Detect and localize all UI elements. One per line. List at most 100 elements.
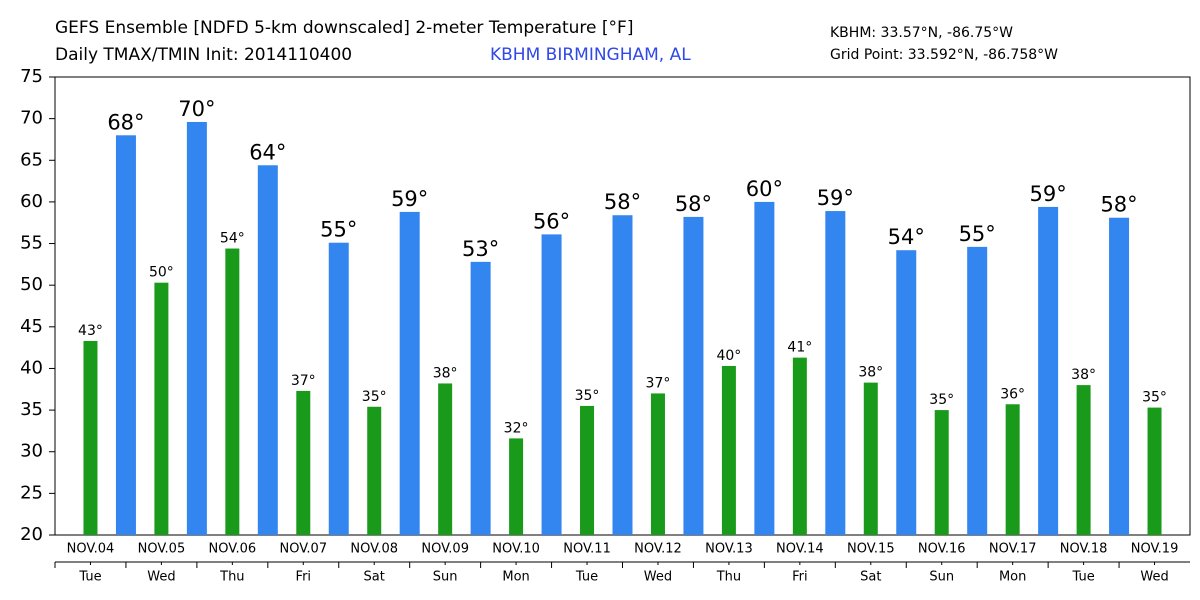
bar	[399, 211, 420, 535]
x-tick-label: NOV.14	[776, 542, 824, 557]
value-label: 38°	[433, 365, 458, 381]
bar	[367, 406, 382, 535]
bar	[470, 261, 491, 535]
y-tick-label: 45	[20, 316, 43, 337]
x-tick-label: NOV.04	[67, 542, 115, 557]
weekday-label: Wed	[644, 570, 672, 585]
x-tick-label: NOV.15	[847, 542, 895, 557]
bar	[541, 234, 562, 536]
x-tick-label: NOV.12	[634, 542, 682, 557]
x-tick-label: NOV.09	[421, 542, 469, 557]
value-label: 64°	[249, 140, 286, 164]
value-label: 35°	[362, 389, 387, 405]
value-label: 70°	[178, 97, 215, 121]
y-tick-label: 35	[20, 399, 43, 420]
bar	[967, 246, 988, 536]
y-tick-label: 55	[20, 233, 43, 254]
bar	[896, 250, 917, 535]
bar	[257, 165, 278, 535]
value-label: 43°	[78, 323, 103, 339]
value-label: 41°	[787, 340, 812, 356]
bar	[509, 438, 524, 535]
x-tick-label: NOV.05	[138, 542, 186, 557]
x-tick-label: NOV.13	[705, 542, 753, 557]
value-label: 35°	[929, 392, 954, 408]
bar	[683, 216, 704, 535]
bar	[1109, 217, 1130, 536]
y-tick-label: 40	[20, 357, 43, 378]
bar	[825, 211, 846, 535]
value-label: 35°	[1142, 390, 1167, 406]
value-label: 58°	[604, 190, 641, 214]
bar	[154, 282, 169, 535]
bar	[225, 248, 240, 536]
value-label: 40°	[716, 348, 741, 364]
value-label: 56°	[533, 209, 570, 233]
weekday-label: Fri	[792, 570, 808, 585]
x-tick-label: NOV.10	[492, 542, 540, 557]
bar	[754, 201, 775, 535]
bar	[580, 405, 595, 535]
value-label: 59°	[391, 187, 428, 211]
bar	[1038, 206, 1059, 535]
weekday-label: Mon	[502, 570, 529, 585]
y-tick-label: 25	[20, 482, 43, 503]
bar	[1005, 404, 1020, 535]
y-tick-label: 30	[20, 441, 43, 462]
bar	[83, 340, 98, 535]
bar	[650, 393, 665, 535]
value-label: 55°	[320, 218, 357, 242]
bar	[934, 410, 949, 535]
value-label: 58°	[675, 192, 712, 216]
bar	[1147, 407, 1162, 535]
value-label: 32°	[504, 420, 529, 436]
x-tick-label: NOV.16	[918, 542, 966, 557]
y-tick-label: 75	[20, 66, 43, 87]
y-tick-label: 20	[20, 524, 43, 545]
value-label: 37°	[646, 375, 671, 391]
value-label: 38°	[858, 365, 883, 381]
weekday-label: Tue	[575, 570, 598, 585]
value-label: 54°	[888, 225, 925, 249]
x-tick-label: NOV.18	[1060, 542, 1108, 557]
weekday-label: Thu	[219, 570, 244, 585]
x-tick-label: NOV.07	[279, 542, 327, 557]
weekday-label: Wed	[147, 570, 175, 585]
value-label: 60°	[746, 177, 783, 201]
value-label: 54°	[220, 231, 245, 247]
bar	[1076, 385, 1091, 535]
weekday-label: Tue	[78, 570, 101, 585]
value-label: 50°	[149, 265, 174, 281]
station: KBHM: 33.57°N, -86.75°W	[830, 25, 1013, 41]
x-tick-label: NOV.17	[989, 542, 1037, 557]
bar	[792, 357, 807, 535]
value-label: 35°	[575, 388, 600, 404]
bar	[721, 365, 736, 535]
bar	[115, 135, 136, 536]
value-label: 58°	[1100, 193, 1137, 217]
bar	[186, 121, 207, 535]
x-tick-label: NOV.11	[563, 542, 611, 557]
bar	[438, 383, 453, 535]
y-tick-label: 50	[20, 274, 43, 295]
bar	[328, 242, 349, 536]
y-tick-label: 70	[20, 108, 43, 129]
chart-title: GEFS Ensemble [NDFD 5-km downscaled] 2-m…	[55, 18, 633, 38]
y-tick-label: 65	[20, 149, 43, 170]
weekday-label: Sun	[929, 570, 954, 585]
weekday-label: Sun	[433, 570, 458, 585]
value-label: 38°	[1071, 367, 1096, 383]
chart-subtitle: Daily TMAX/TMIN Init: 2014110400	[55, 45, 352, 65]
y-tick-label: 60	[20, 191, 43, 212]
value-label: 37°	[291, 373, 316, 389]
x-tick-label: NOV.08	[350, 542, 398, 557]
weekday-label: Sat	[860, 570, 881, 585]
weekday-label: Fri	[296, 570, 312, 585]
bar	[863, 382, 878, 535]
x-tick-label: NOV.19	[1131, 542, 1179, 557]
value-label: 68°	[107, 110, 144, 134]
location: KBHM BIRMINGHAM, AL	[490, 45, 691, 65]
weekday-label: Sat	[364, 570, 385, 585]
